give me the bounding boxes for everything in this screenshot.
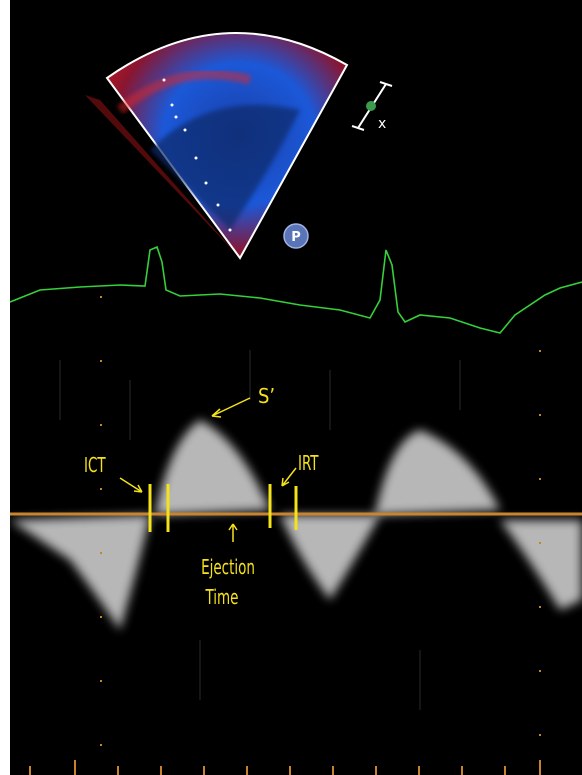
- annotation-arrows: [119, 397, 297, 542]
- doppler-spectrum: [10, 420, 582, 630]
- time-ticks: [29, 760, 541, 775]
- irt-label: IRT: [298, 453, 319, 476]
- ejection-time-label-line-2: Time: [205, 587, 239, 610]
- ict-label: ICT: [84, 455, 106, 478]
- caliper-marker: x: [378, 116, 386, 132]
- p-button-label: P: [291, 230, 301, 245]
- p-button[interactable]: [283, 223, 309, 249]
- ecg-trace: [9, 245, 582, 334]
- doppler-noise: [59, 350, 461, 710]
- interval-markers: [148, 484, 298, 532]
- s-prime-label: S’: [258, 384, 275, 408]
- ejection-time-label-line-1: Ejection: [201, 557, 255, 580]
- caliper: [351, 81, 393, 131]
- echo-sector: [85, 32, 349, 260]
